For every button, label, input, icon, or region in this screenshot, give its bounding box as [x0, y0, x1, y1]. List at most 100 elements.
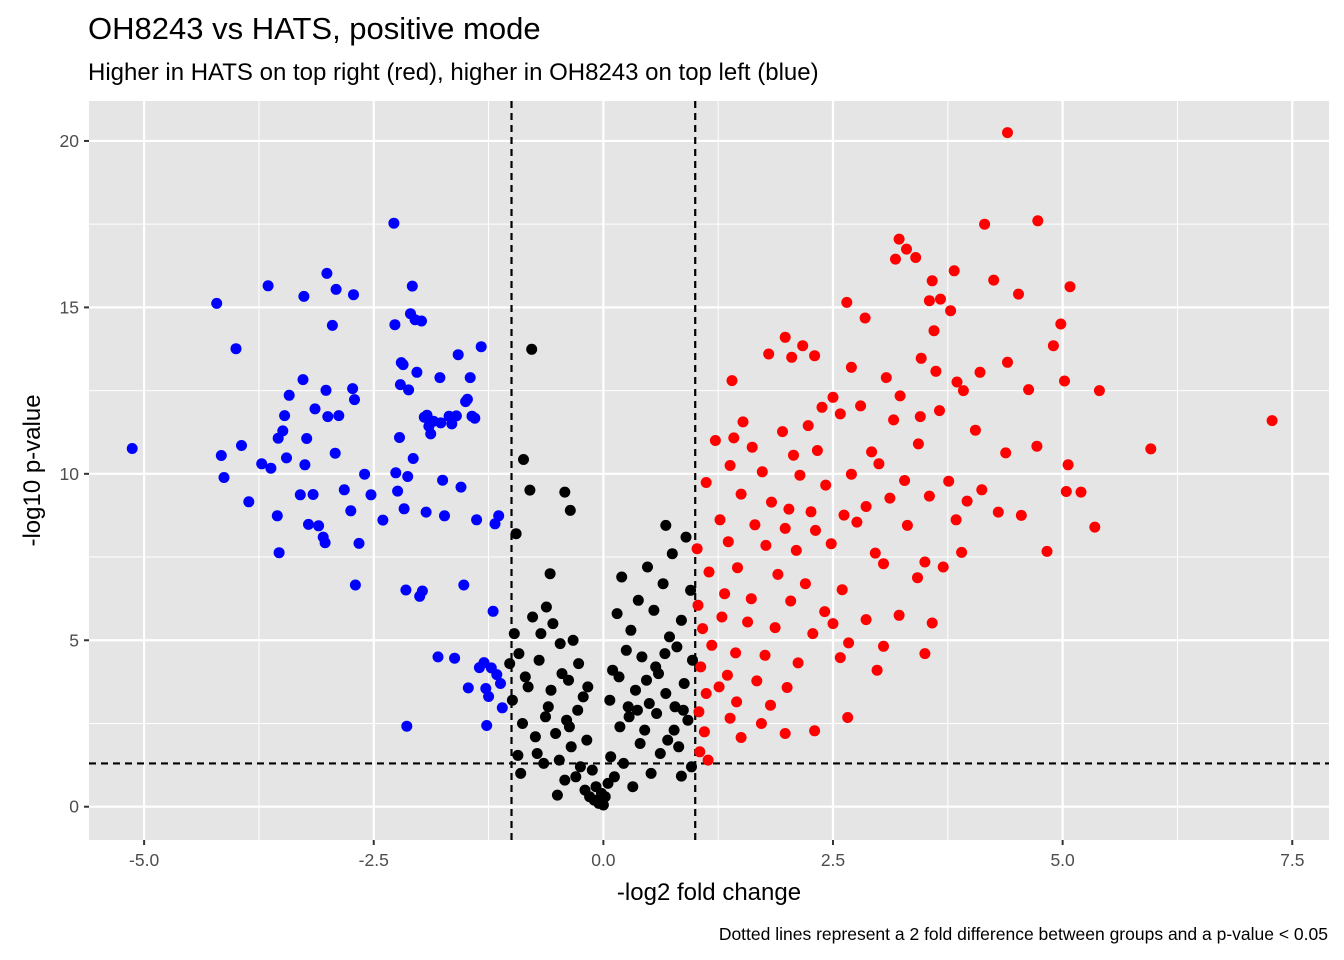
data-point [553, 754, 565, 766]
data-point [565, 741, 577, 753]
data-point [349, 579, 361, 591]
data-point [321, 267, 333, 279]
data-point [450, 410, 462, 422]
data-points [126, 127, 1278, 811]
data-point [693, 706, 705, 718]
data-point [604, 694, 616, 706]
data-point [923, 295, 935, 307]
data-point [763, 348, 775, 360]
data-point [639, 724, 651, 736]
data-point [926, 275, 938, 287]
data-point [724, 460, 736, 471]
data-point [641, 674, 652, 686]
data-point [519, 671, 531, 683]
data-point [792, 657, 804, 669]
data-point [766, 496, 777, 508]
data-point [695, 661, 707, 673]
data-point [843, 637, 855, 649]
data-point [1062, 459, 1074, 471]
data-point [298, 290, 310, 302]
data-point [1031, 440, 1043, 452]
data-point [301, 433, 313, 444]
data-point [388, 217, 400, 229]
data-point [660, 519, 672, 531]
data-point [297, 374, 309, 386]
data-point [527, 611, 539, 623]
data-point [845, 361, 857, 373]
data-point [677, 704, 689, 716]
data-point [299, 459, 311, 471]
data-point [1002, 356, 1013, 368]
data-point [313, 520, 325, 532]
data-point [513, 648, 525, 660]
data-point [722, 536, 734, 548]
data-point [662, 734, 674, 746]
chart-subtitle: Higher in HATS on top right (red), highe… [88, 59, 819, 86]
data-point [545, 684, 557, 696]
data-point [884, 492, 896, 504]
data-point [728, 432, 740, 444]
data-point [724, 712, 736, 724]
data-point [618, 757, 630, 769]
data-point [651, 708, 663, 719]
data-point [859, 312, 871, 324]
data-point [550, 728, 562, 739]
data-point [988, 274, 1000, 286]
data-point [329, 447, 341, 459]
data-point [126, 443, 138, 454]
data-point [620, 644, 632, 656]
data-point [961, 495, 973, 507]
data-point [1089, 521, 1101, 533]
data-point [760, 539, 772, 551]
data-point [836, 584, 848, 596]
data-point [719, 588, 731, 600]
data-point [697, 623, 709, 635]
data-point [570, 771, 582, 783]
data-point [1023, 384, 1035, 396]
data-point [919, 556, 931, 568]
data-point [682, 714, 694, 726]
data-point [597, 799, 609, 811]
data-point [809, 725, 821, 737]
data-point [614, 721, 626, 733]
data-point [790, 544, 802, 556]
data-point [878, 558, 889, 570]
data-point [1093, 385, 1105, 397]
data-point [1145, 443, 1157, 455]
data-point [512, 749, 524, 761]
data-point [765, 699, 776, 711]
data-point [524, 484, 536, 496]
data-point [599, 791, 611, 803]
data-point [406, 280, 418, 292]
data-point [535, 628, 547, 640]
data-point [517, 718, 528, 729]
data-point [811, 445, 823, 456]
x-tick-label: 2.5 [821, 850, 845, 870]
data-point [979, 218, 991, 230]
data-point [851, 516, 863, 528]
data-point [698, 726, 710, 738]
data-point [934, 405, 945, 417]
data-point [481, 720, 493, 731]
data-point [540, 601, 552, 613]
data-point [880, 372, 892, 384]
data-point [401, 720, 413, 732]
data-point [572, 704, 584, 716]
data-point [319, 537, 331, 549]
data-point [678, 678, 690, 689]
data-point [969, 424, 981, 436]
data-point [737, 416, 749, 428]
data-point [622, 701, 634, 713]
data-point [294, 489, 306, 501]
data-point [420, 506, 432, 518]
data-point [950, 514, 962, 526]
data-point [475, 341, 487, 353]
data-point [948, 265, 960, 277]
data-point [866, 446, 878, 458]
data-point [504, 658, 516, 670]
data-point [869, 547, 881, 559]
data-point [563, 674, 574, 686]
data-point [303, 518, 314, 530]
y-axis-ticks: 0 5 10 15 20 [60, 131, 89, 817]
data-point [915, 352, 927, 364]
